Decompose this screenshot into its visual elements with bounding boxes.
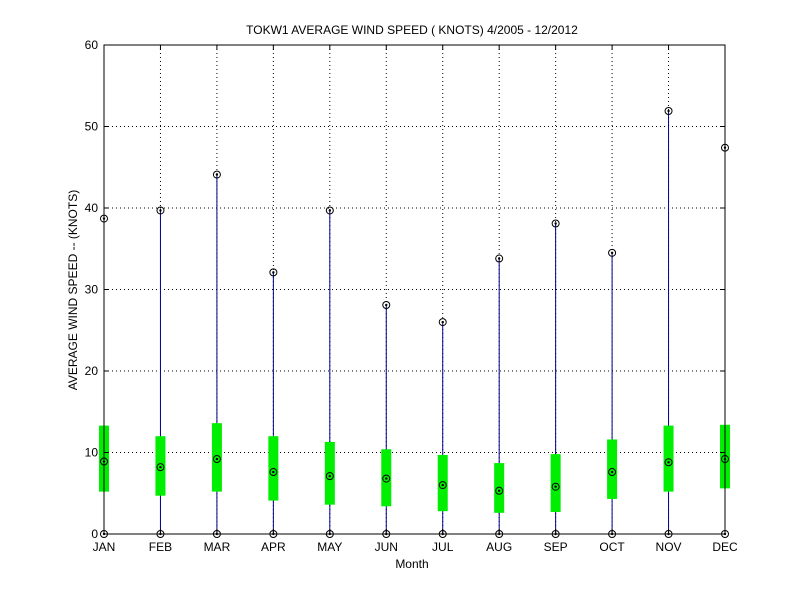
y-tick-label: 10 bbox=[85, 446, 99, 460]
max-marker-oct bbox=[608, 248, 617, 257]
median-marker-nov bbox=[664, 458, 673, 467]
max-marker-dot-feb bbox=[159, 209, 162, 212]
max-marker-jun bbox=[382, 300, 391, 309]
median-marker-dot-apr bbox=[272, 470, 275, 474]
x-tick-label-apr: APR bbox=[261, 540, 286, 554]
x-tick-label-feb: FEB bbox=[149, 540, 172, 554]
x-tick-label-aug: AUG bbox=[486, 540, 512, 554]
box-oct bbox=[607, 439, 618, 499]
y-tick-label: 50 bbox=[85, 120, 99, 134]
max-marker-feb bbox=[156, 206, 165, 215]
max-marker-jul bbox=[438, 318, 447, 327]
median-marker-dot-feb bbox=[159, 465, 162, 469]
grid bbox=[104, 45, 725, 534]
max-marker-dot-sep bbox=[554, 222, 557, 225]
x-tick-label-nov: NOV bbox=[656, 540, 682, 554]
x-tick-label-jan: JAN bbox=[93, 540, 116, 554]
max-marker-nov bbox=[664, 107, 673, 116]
max-marker-dot-aug bbox=[497, 257, 501, 260]
y-tick-label: 60 bbox=[85, 38, 99, 52]
max-marker-dot-may bbox=[328, 209, 332, 212]
x-axis-title: Month bbox=[395, 557, 428, 571]
box-aug bbox=[494, 463, 505, 513]
median-marker-sep bbox=[551, 482, 560, 491]
x-tick-label-jul: JUL bbox=[432, 540, 454, 554]
median-marker-dot-nov bbox=[667, 461, 670, 464]
median-marker-may bbox=[325, 472, 334, 481]
max-marker-dot-oct bbox=[610, 251, 614, 255]
median-marker-dot-jun bbox=[385, 477, 388, 480]
x-tick-label-may: MAY bbox=[317, 540, 342, 554]
whiskers bbox=[103, 111, 726, 534]
max-marker-dot-apr bbox=[272, 271, 275, 274]
box-may bbox=[324, 441, 335, 505]
median-marker-jul bbox=[438, 481, 447, 490]
box-feb bbox=[155, 436, 166, 496]
x-tick-label-jun: JUN bbox=[375, 540, 398, 554]
max-marker-may bbox=[325, 206, 334, 215]
markers bbox=[100, 107, 729, 538]
max-marker-dot-mar bbox=[215, 173, 219, 176]
median-marker-dot-oct bbox=[610, 470, 614, 474]
x-tick-label-mar: MAR bbox=[204, 540, 231, 554]
max-marker-dot-jun bbox=[385, 303, 388, 307]
x-tick-label-oct: OCT bbox=[599, 540, 625, 554]
x-tick-label-dec: DEC bbox=[712, 540, 738, 554]
boxes bbox=[99, 423, 730, 513]
y-tick-label: 0 bbox=[91, 527, 98, 541]
x-tick-label-sep: SEP bbox=[544, 540, 568, 554]
y-tick-label: 20 bbox=[85, 364, 99, 378]
plot-frame bbox=[103, 44, 726, 535]
max-marker-dot-jul bbox=[441, 320, 444, 324]
max-marker-sep bbox=[551, 219, 560, 228]
median-marker-aug bbox=[495, 486, 504, 495]
median-marker-dot-mar bbox=[215, 457, 219, 461]
box-mar bbox=[211, 423, 222, 492]
median-marker-oct bbox=[608, 468, 617, 477]
tick-labels: 0 10 20 30 40 50 60 JAN FEB MAR APR MAY JUN JUL AUG SEP… bbox=[85, 38, 738, 554]
max-marker-dot-nov bbox=[667, 109, 670, 113]
median-marker-mar bbox=[212, 455, 221, 464]
median-marker-apr bbox=[269, 468, 278, 477]
y-axis-title: AVERAGE WIND SPEED -- (KNOTS) bbox=[66, 190, 80, 390]
y-tick-label: 30 bbox=[85, 283, 99, 297]
max-marker-aug bbox=[495, 254, 504, 263]
y-tick-label: 40 bbox=[85, 201, 99, 215]
max-marker-apr bbox=[269, 268, 278, 277]
median-marker-feb bbox=[156, 463, 165, 472]
median-marker-dot-jul bbox=[441, 483, 444, 487]
max-marker-mar bbox=[212, 170, 221, 179]
median-marker-jun bbox=[382, 474, 391, 483]
chart-title: TOKW1 AVERAGE WIND SPEED ( KNOTS) 4/2005… bbox=[246, 23, 578, 37]
median-marker-dot-sep bbox=[554, 485, 557, 488]
median-marker-dot-may bbox=[328, 474, 332, 478]
median-marker-dot-aug bbox=[497, 489, 501, 493]
box-jul bbox=[437, 454, 448, 512]
